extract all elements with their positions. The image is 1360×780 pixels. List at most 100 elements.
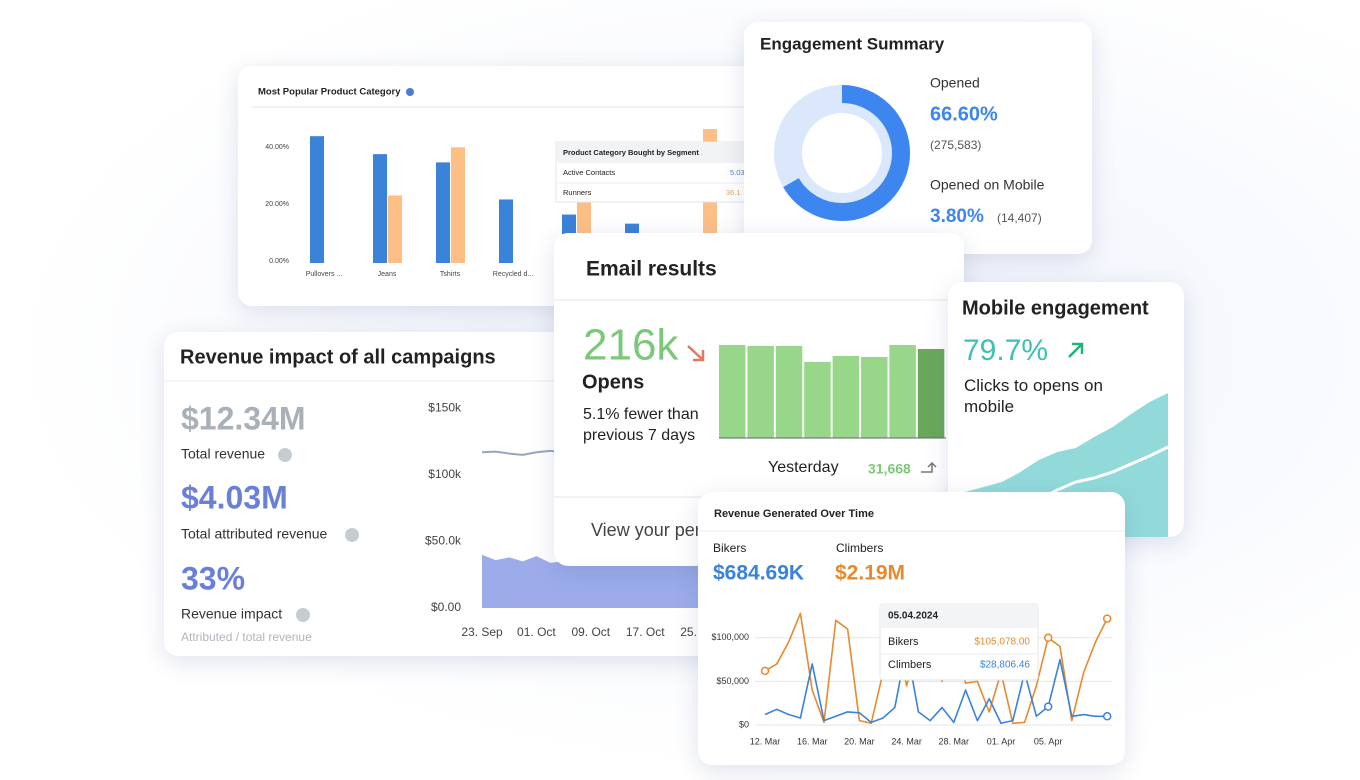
change-text: 5.1% fewer than previous 7 days — [583, 406, 699, 444]
bar — [747, 346, 774, 438]
y-tick-label: 0.00% — [269, 258, 289, 265]
point-marker — [1102, 614, 1112, 623]
bar — [499, 199, 513, 263]
caption: Clicks to opens on mobile — [964, 376, 1103, 416]
bar — [310, 136, 324, 263]
big-value: 79.7% — [963, 334, 1048, 367]
help-icon[interactable] — [406, 88, 414, 96]
point-marker — [1102, 712, 1112, 721]
help-icon[interactable] — [296, 608, 310, 622]
metric-label: Revenue impact — [181, 606, 282, 622]
bar — [719, 345, 746, 438]
card-title: Most Popular Product Category — [258, 87, 401, 98]
metric-label: Total revenue — [181, 446, 265, 462]
trend-up-icon — [1068, 342, 1084, 358]
tooltip-label: Bikers — [888, 636, 919, 648]
tooltip-value: 36.1 — [726, 188, 741, 197]
revenue-time-svg: Revenue Generated Over Time Bikers $684.… — [698, 508, 1125, 746]
x-tick-label: 20. Mar — [844, 736, 875, 746]
y-tick-label: 40.00% — [265, 144, 289, 151]
tooltip-value: 5.03 — [730, 168, 745, 177]
metric-value: 3.80% — [930, 206, 984, 227]
card-title: Email results — [586, 258, 717, 281]
revenue-time-card: Revenue Generated Over Time Bikers $684.… — [698, 492, 1125, 765]
x-tick-label: 01. Apr — [987, 736, 1016, 746]
x-tick-label: 16. Mar — [797, 736, 828, 746]
metric-label: Total attributed revenue — [181, 526, 328, 542]
y-tick-label: $50.0k — [425, 534, 462, 548]
x-tick-label: Pullovers ... — [306, 271, 343, 278]
metric-label: Bikers — [713, 541, 746, 555]
y-tick-label: $50,000 — [716, 676, 749, 686]
tooltip-value: $28,806.46 — [980, 660, 1030, 671]
engagement-card: Engagement Summary Opened 66.60% (275,58… — [744, 22, 1092, 254]
bar — [775, 346, 803, 438]
x-tick-label: 17. Oct — [626, 625, 665, 639]
trend-down-icon — [687, 345, 705, 362]
bar — [388, 195, 402, 263]
tooltip-value: $105,078.00 — [974, 637, 1030, 648]
trend-icon — [921, 461, 937, 473]
y-tick-label: $0.00 — [431, 600, 461, 614]
help-icon[interactable] — [278, 448, 292, 462]
card-title: Mobile engagement — [962, 297, 1149, 319]
point-marker — [1043, 633, 1053, 643]
bar — [436, 162, 450, 263]
x-tick-label: Jeans — [378, 271, 397, 278]
bar — [889, 345, 916, 438]
tooltip: 05.04.2024 Bikers $105,078.00 Climbers $… — [879, 603, 1039, 681]
metric-label: Climbers — [836, 541, 883, 555]
card-title: Revenue impact of all campaigns — [180, 346, 496, 368]
plot — [774, 85, 910, 221]
y-tick-label: 20.00% — [265, 201, 289, 208]
bar — [861, 357, 888, 438]
metric-count: (14,407) — [997, 211, 1042, 225]
x-tick-label: Tshirts — [440, 271, 461, 278]
x-tick-label: 23. Sep — [461, 625, 503, 639]
plot — [719, 345, 946, 439]
y-tick-label: $0 — [739, 719, 749, 729]
x-tick-label: 09. Oct — [571, 625, 610, 639]
card-title: Engagement Summary — [760, 34, 945, 53]
y-tick-label: $150k — [428, 400, 462, 414]
tooltip-label: Runners — [563, 188, 592, 197]
area — [482, 554, 714, 608]
tooltip-header — [556, 142, 756, 163]
metric-value: 33% — [181, 560, 245, 596]
metric-value: 66.60% — [930, 103, 998, 125]
point-marker — [760, 666, 770, 676]
tooltip-title: 05.04.2024 — [888, 611, 938, 622]
tooltip-label: Climbers — [888, 659, 932, 671]
bar — [917, 349, 945, 438]
x-tick-label: 05. Apr — [1034, 736, 1063, 746]
help-icon[interactable] — [345, 528, 359, 542]
tooltip-header — [880, 604, 1038, 628]
metric-note: Attributed / total revenue — [181, 630, 312, 644]
x-tick-label: Recycled d... — [493, 271, 534, 278]
metric-label: Opens — [582, 371, 644, 393]
metric-count: (275,583) — [930, 138, 981, 152]
point-marker — [1043, 702, 1053, 711]
bar — [804, 362, 831, 438]
plot: $0.00 $50.0k $100k $150k 23. Sep 01. Oct 09. O… — [425, 400, 720, 639]
metric-label: Opened on Mobile — [930, 177, 1045, 193]
y-tick-label: $100,000 — [711, 632, 749, 642]
metric-value: $684.69K — [713, 562, 804, 585]
bar — [832, 356, 860, 438]
engagement-svg: Engagement Summary Opened 66.60% (275,58… — [760, 34, 1045, 227]
donut-arc — [774, 85, 910, 221]
tooltip-title: Product Category Bought by Segment — [563, 148, 699, 157]
y-tick-label: $100k — [428, 467, 462, 481]
footer-label: Yesterday — [768, 459, 839, 476]
x-tick-label: 01. Oct — [517, 625, 556, 639]
tooltip: Product Category Bought by Segment Activ… — [555, 141, 757, 203]
footer-value: 31,668 — [868, 461, 911, 477]
revenue-impact-svg: Revenue impact of all campaigns $12.34M … — [164, 346, 720, 644]
big-value: 216k — [583, 321, 679, 370]
metric-value: $4.03M — [181, 479, 288, 515]
x-tick-label: 28. Mar — [939, 736, 970, 746]
line — [764, 645, 1108, 725]
tooltip-label: Active Contacts — [563, 168, 615, 177]
